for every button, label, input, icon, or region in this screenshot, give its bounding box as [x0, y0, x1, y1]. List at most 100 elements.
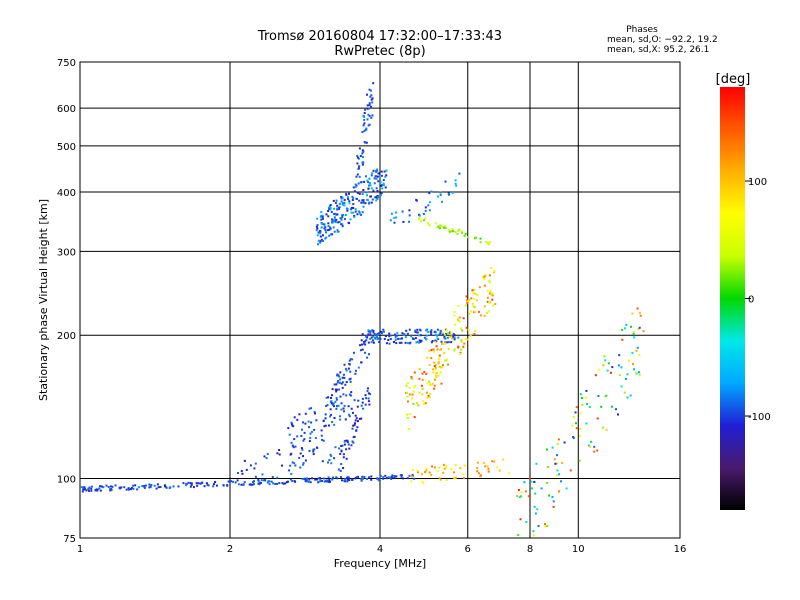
data-point	[324, 229, 327, 232]
data-point	[260, 479, 263, 482]
data-point	[397, 337, 400, 340]
data-point	[340, 196, 343, 198]
data-point	[439, 371, 442, 374]
data-point	[368, 88, 371, 91]
data-point	[470, 297, 473, 300]
data-point	[367, 181, 370, 183]
data-point	[381, 174, 383, 177]
data-point	[365, 335, 368, 338]
data-point	[319, 232, 322, 235]
data-point	[353, 435, 356, 438]
data-point	[631, 351, 634, 354]
data-point	[418, 334, 420, 337]
data-point	[430, 474, 433, 476]
data-point	[385, 477, 388, 480]
data-point	[290, 441, 293, 444]
data-point	[336, 477, 339, 480]
data-point	[367, 387, 369, 390]
data-point	[319, 477, 321, 479]
data-point	[372, 341, 375, 344]
data-point	[349, 358, 352, 361]
data-point	[438, 227, 441, 230]
data-point	[361, 397, 364, 400]
data-point	[263, 478, 266, 481]
data-point	[200, 481, 203, 484]
data-point	[318, 241, 321, 244]
data-point	[338, 388, 341, 391]
data-point	[353, 190, 356, 193]
data-point	[472, 291, 475, 294]
data-point	[322, 439, 325, 442]
data-point	[87, 488, 90, 491]
data-point	[600, 405, 603, 408]
data-point	[486, 241, 489, 244]
y-axis-ticks: 75 100 200 300 400 500 600 750	[57, 58, 76, 545]
data-point	[544, 523, 546, 525]
data-point	[432, 348, 435, 351]
data-point	[302, 421, 304, 424]
data-point	[329, 207, 332, 210]
data-point	[330, 211, 333, 213]
data-point	[432, 350, 435, 353]
data-point	[460, 339, 463, 342]
data-point	[337, 221, 340, 224]
data-point	[390, 212, 393, 215]
data-point	[357, 366, 360, 369]
data-point	[356, 173, 359, 176]
x-axis-label: Frequency [MHz]	[334, 557, 426, 570]
data-point	[321, 218, 324, 220]
data-point	[136, 488, 139, 491]
data-point	[329, 204, 332, 207]
data-point	[351, 440, 354, 443]
data-point	[406, 382, 409, 384]
data-point	[354, 422, 356, 425]
data-point	[350, 211, 353, 214]
data-point	[433, 384, 436, 387]
data-point	[434, 331, 437, 334]
y-tick-label: 200	[57, 331, 76, 342]
data-point	[412, 338, 415, 340]
data-point	[159, 486, 162, 488]
data-point	[355, 369, 357, 372]
data-point	[443, 225, 446, 228]
data-point	[593, 445, 596, 448]
data-point	[415, 341, 418, 344]
data-point	[452, 335, 455, 338]
data-point	[332, 403, 334, 406]
data-point	[266, 453, 269, 456]
data-point	[463, 477, 465, 480]
data-point	[306, 477, 309, 480]
data-point	[379, 180, 382, 183]
data-point	[461, 329, 464, 332]
data-point	[483, 305, 486, 308]
data-point	[536, 508, 539, 511]
data-point	[346, 477, 348, 480]
data-point	[471, 289, 474, 292]
data-point	[393, 476, 396, 479]
data-point	[603, 355, 606, 358]
data-point	[357, 420, 359, 423]
data-point	[367, 113, 370, 116]
data-point	[615, 408, 617, 411]
data-point	[352, 186, 355, 189]
data-point	[341, 223, 344, 226]
data-point	[488, 281, 491, 284]
data-point	[492, 271, 495, 274]
data-point	[443, 352, 446, 354]
data-point	[81, 490, 84, 493]
data-point	[632, 332, 635, 335]
data-point	[307, 480, 310, 483]
data-point	[440, 340, 443, 343]
data-point	[313, 428, 316, 431]
data-point	[558, 490, 560, 493]
data-point	[142, 485, 145, 488]
y-tick-label: 500	[57, 142, 76, 153]
data-point	[362, 200, 365, 203]
data-point	[453, 314, 456, 317]
data-point	[478, 310, 480, 313]
data-point	[438, 365, 441, 368]
data-point	[322, 240, 324, 242]
data-point	[276, 452, 279, 455]
data-point	[203, 485, 206, 488]
data-point	[443, 467, 446, 470]
